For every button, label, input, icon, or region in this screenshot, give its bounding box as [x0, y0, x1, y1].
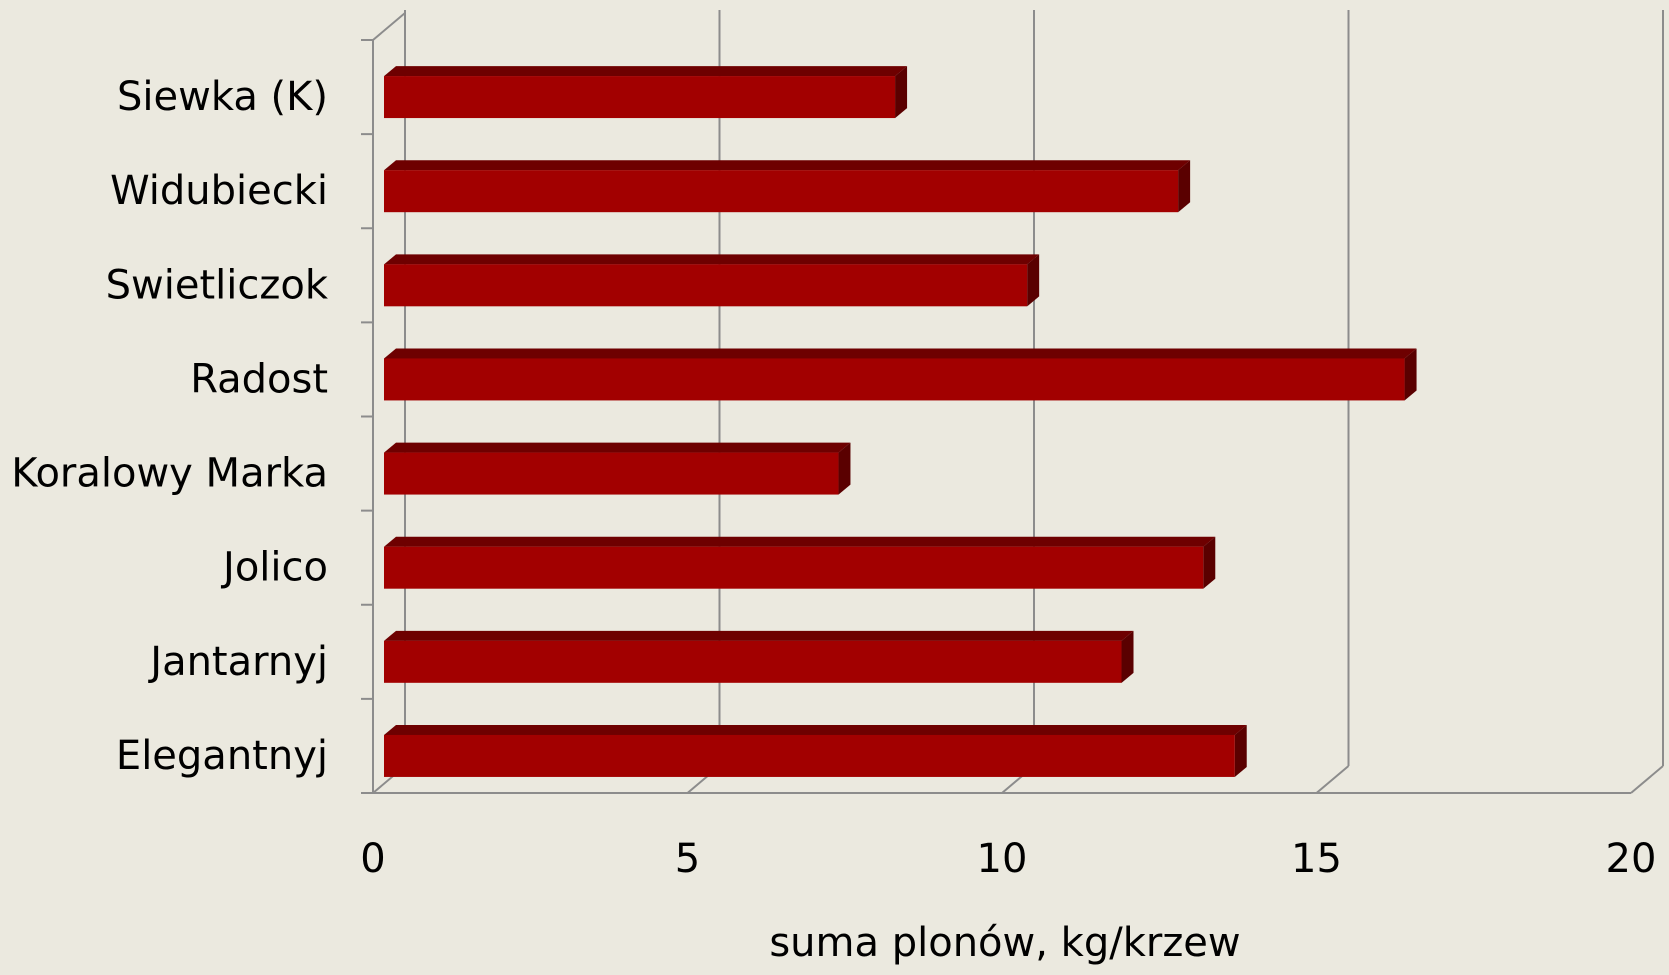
bar-top: [384, 66, 908, 77]
x-tick-label: 5: [675, 836, 700, 882]
bar: [384, 358, 1405, 401]
bar-top: [384, 160, 1191, 171]
bar-side: [1404, 348, 1417, 401]
bar-top: [384, 442, 851, 453]
bar-layer: [384, 66, 1417, 777]
x-axis-title: suma plonów, kg/krzew: [769, 920, 1240, 966]
bar: [384, 76, 896, 119]
bar-top: [384, 348, 1417, 359]
bar-top: [384, 630, 1134, 641]
x-tick-label: 0: [360, 836, 385, 882]
category-label: Koralowy Marka: [11, 451, 328, 497]
bar: [384, 170, 1179, 213]
category-label: Widubiecki: [110, 168, 328, 214]
category-label: Swietliczok: [106, 262, 329, 308]
bar-side: [838, 442, 851, 495]
x-tick-label: 20: [1606, 836, 1657, 882]
bar-side: [1178, 160, 1191, 213]
bar-side: [1027, 254, 1040, 307]
bar: [384, 452, 839, 495]
bar: [384, 734, 1235, 777]
bar-side: [895, 66, 908, 119]
floor-gridline: [1630, 765, 1664, 794]
bar-side: [1234, 724, 1247, 777]
category-label: Elegantnyj: [116, 733, 328, 779]
category-label: Radost: [190, 356, 328, 402]
category-label: Jantarnyj: [147, 639, 328, 685]
bar-top: [384, 254, 1040, 265]
bar-side: [1203, 536, 1216, 589]
floor-gridline: [1315, 765, 1350, 794]
bar: [384, 546, 1204, 589]
y-axis-top-edge: [372, 12, 406, 41]
bar-top: [384, 724, 1247, 735]
x-tick-label: 15: [1291, 836, 1342, 882]
category-label: Siewka (K): [117, 74, 328, 120]
bar: [384, 264, 1028, 307]
x-tick-label: 10: [977, 836, 1028, 882]
axis-layer: [361, 12, 1631, 794]
label-layer: 0 5 10 15 20 Siewka (K) Widubiecki Swietliczok R…: [11, 74, 1656, 882]
bar-side: [1121, 630, 1134, 683]
category-label: Jolico: [220, 545, 328, 591]
bar-top: [384, 536, 1216, 547]
bar: [384, 640, 1122, 683]
